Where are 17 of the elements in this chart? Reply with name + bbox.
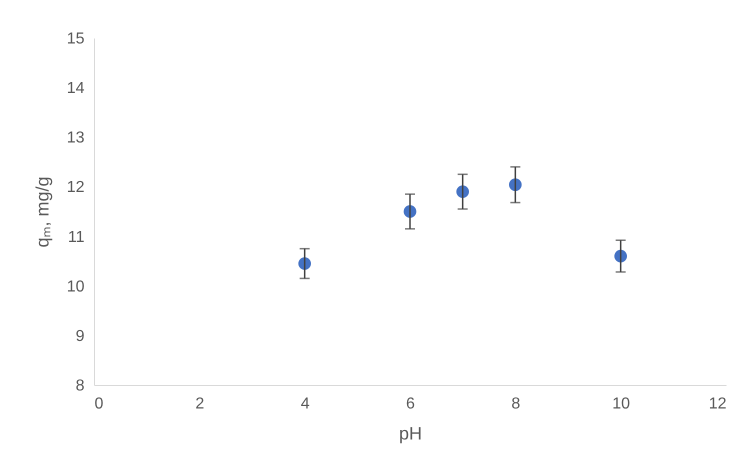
x-tick-label: 6 [406,396,416,412]
y-tick-label: 14 [66,80,85,98]
x-tick-label: 0 [94,396,104,412]
x-axis-title: pH [398,424,422,444]
x-tick-label: 10 [612,396,630,412]
x-tick-label: 12 [708,396,727,412]
y-axis-title: qₘ, mg/g [32,176,53,248]
y-tick-label: 11 [68,228,85,246]
y-tick-label: 10 [66,278,85,296]
x-tick-label: 8 [511,396,520,412]
y-tick-label: 8 [76,378,85,394]
y-tick-label: 9 [76,328,85,345]
x-tick-label: 2 [195,396,204,412]
x-tick-label: 4 [300,396,310,412]
y-tick-label: 13 [66,130,85,147]
y-tick-label: 15 [66,30,85,48]
y-tick-label: 12 [66,179,85,196]
